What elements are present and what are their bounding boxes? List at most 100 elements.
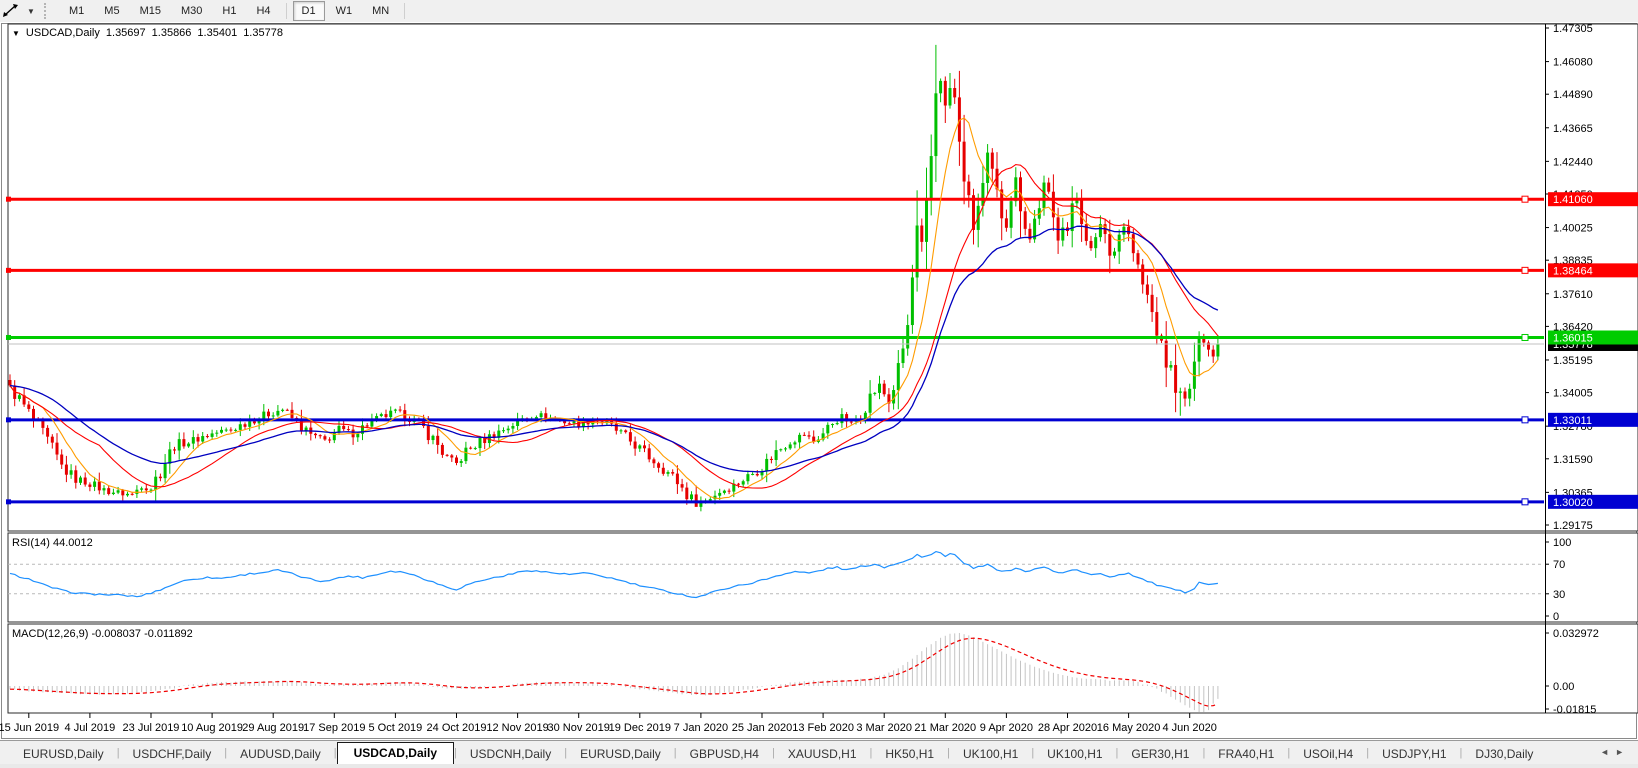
svg-text:30 Nov 2019: 30 Nov 2019 xyxy=(548,722,610,734)
timeframe-button-m1[interactable]: M1 xyxy=(69,5,85,17)
ma-fast-line xyxy=(9,117,1219,500)
tab-usdjpy-h1[interactable]: USDJPY,H1 xyxy=(1382,747,1447,761)
panes xyxy=(7,23,1638,714)
svg-text:1.41060: 1.41060 xyxy=(1553,194,1593,206)
svg-text:4 Jul 2019: 4 Jul 2019 xyxy=(65,722,116,734)
candles-layer xyxy=(8,44,1220,512)
tab-uk100-h1[interactable]: UK100,H1 xyxy=(1047,747,1103,761)
line-left-handle xyxy=(6,334,11,340)
svg-text:5 Oct 2019: 5 Oct 2019 xyxy=(368,722,422,734)
axis-badge xyxy=(1548,192,1638,207)
axis-badge xyxy=(1548,494,1638,509)
svg-text:0: 0 xyxy=(1553,611,1559,623)
tab-usoil-h4[interactable]: USOil,H4 xyxy=(1303,747,1354,761)
timeframe-button-h4[interactable]: H4 xyxy=(256,5,271,17)
tab-separator: | xyxy=(564,747,568,759)
svg-text:1.36420: 1.36420 xyxy=(1553,321,1593,333)
horizontal-lines[interactable] xyxy=(6,195,1544,506)
svg-text:28 Apr 2020: 28 Apr 2020 xyxy=(1038,722,1097,734)
timeframe-button-d1[interactable]: D1 xyxy=(292,1,325,21)
chart-tabs-bar: EURUSD,Daily | USDCHF,Daily | AUDUSD,Daily | U… xyxy=(0,740,1638,765)
axis-badge xyxy=(1548,330,1638,345)
tabs-scroll-left-icon[interactable]: ◄ xyxy=(1600,747,1616,757)
svg-text:1.29175: 1.29175 xyxy=(1553,520,1593,532)
svg-text:21 Mar 2020: 21 Mar 2020 xyxy=(914,722,976,734)
svg-text:0.032972: 0.032972 xyxy=(1553,628,1599,640)
svg-text:1.34005: 1.34005 xyxy=(1553,388,1593,400)
svg-text:70: 70 xyxy=(1553,559,1565,571)
macd-indicator-label: MACD(12,26,9) -0.008037 -0.011892 xyxy=(12,628,193,640)
tab-uk100-h1[interactable]: UK100,H1 xyxy=(962,747,1019,761)
tab-dj30-daily[interactable]: DJ30,Daily xyxy=(1475,747,1534,761)
toolbar: ▼ M1 M5 M15 M30 H1 H4 D1 W1 MN xyxy=(0,0,1638,23)
tab-separator: | xyxy=(771,747,775,759)
tab-eurusd-daily[interactable]: EURUSD,Daily xyxy=(580,747,661,761)
date-axis: 15 Jun 2019 4 Jul 2019 23 Jul 2019 10 Aug 2… xyxy=(0,713,1217,734)
svg-text:1.46080: 1.46080 xyxy=(1553,57,1593,69)
line-left-handle xyxy=(6,417,11,423)
chart-high-value: 1.35866 xyxy=(151,27,192,39)
svg-text:-0.01815: -0.01815 xyxy=(1553,704,1596,716)
svg-text:25 Jan 2020: 25 Jan 2020 xyxy=(732,722,793,734)
tab-hk50-h1[interactable]: HK50,H1 xyxy=(885,747,935,761)
chart-tabs: EURUSD,Daily | USDCHF,Daily | AUDUSD,Daily | U… xyxy=(0,741,1546,765)
chart-canvas[interactable]: 1.473051.460801.448901.436651.424401.412… xyxy=(0,22,1638,740)
chart-dropdown-icon[interactable]: ▼ xyxy=(12,28,20,38)
tabs-scroll-right-icon[interactable]: ► xyxy=(1615,747,1630,757)
chart-area: 1.473051.460801.448901.436651.424401.412… xyxy=(0,22,1638,740)
line-left-handle xyxy=(6,499,11,505)
tab-separator: | xyxy=(1366,747,1370,759)
tab-usdcnh-daily[interactable]: USDCNH,Daily xyxy=(469,747,552,761)
svg-text:1.31590: 1.31590 xyxy=(1553,454,1593,466)
pointer-tool-icon[interactable] xyxy=(0,2,22,20)
timeframe-button-mn[interactable]: MN xyxy=(372,5,390,17)
svg-text:16 May 2020: 16 May 2020 xyxy=(1097,722,1161,734)
chart-open-value: 1.35697 xyxy=(105,27,146,39)
tab-separator: | xyxy=(869,747,873,759)
line-right-handle xyxy=(1521,498,1529,506)
timeframe-button-m15[interactable]: M15 xyxy=(139,5,161,17)
tab-usdchf-daily[interactable]: USDCHF,Daily xyxy=(132,747,212,761)
tab-eurusd-daily[interactable]: EURUSD,Daily xyxy=(23,747,104,761)
svg-text:1.36015: 1.36015 xyxy=(1553,332,1593,344)
svg-text:7 Jan 2020: 7 Jan 2020 xyxy=(674,722,728,734)
tab-separator: | xyxy=(1202,747,1206,759)
tab-audusd-daily[interactable]: AUDUSD,Daily xyxy=(240,747,321,761)
ma-medium-line xyxy=(9,164,1219,489)
tab-ger30-h1[interactable]: GER30,H1 xyxy=(1131,747,1190,761)
svg-text:1.43665: 1.43665 xyxy=(1553,123,1593,135)
line-right-handle xyxy=(1521,416,1529,424)
tab-usdcad-daily[interactable]: USDCAD,Daily xyxy=(336,742,454,765)
timeframe-button-h1[interactable]: H1 xyxy=(222,5,237,17)
svg-text:1.37610: 1.37610 xyxy=(1553,289,1593,301)
timeframe-button-w1[interactable]: W1 xyxy=(335,5,353,17)
tab-separator: | xyxy=(673,747,677,759)
macd-pane: 0.032972 0.00 -0.01815 xyxy=(9,628,1599,716)
tool-dropdown-icon[interactable]: ▼ xyxy=(27,6,35,16)
svg-text:1.42440: 1.42440 xyxy=(1553,156,1593,168)
svg-text:1.30020: 1.30020 xyxy=(1553,497,1593,509)
ma-slow-line xyxy=(9,225,1219,473)
line-left-handle xyxy=(6,196,11,202)
chart-title-symbol: USDCAD,Daily xyxy=(25,27,100,39)
svg-text:1.47305: 1.47305 xyxy=(1553,23,1593,35)
line-left-handle xyxy=(6,267,11,273)
tab-separator: | xyxy=(947,747,950,759)
price-axis: 1.473051.460801.448901.436651.424401.412… xyxy=(1545,23,1638,532)
tabs-scroll: ◄► xyxy=(1600,747,1630,757)
rsi-line xyxy=(9,550,1218,599)
svg-text:29 Aug 2019: 29 Aug 2019 xyxy=(242,722,304,734)
tab-xauusd-h1[interactable]: XAUUSD,H1 xyxy=(787,747,857,761)
axis-badge xyxy=(1548,263,1638,278)
tab-gbpusd-h4[interactable]: GBPUSD,H4 xyxy=(689,747,759,761)
axis-badge xyxy=(1548,412,1638,427)
rsi-pane: 100 70 30 0 xyxy=(8,537,1571,623)
toolbar-separator xyxy=(404,3,406,19)
svg-text:19 Dec 2019: 19 Dec 2019 xyxy=(609,722,671,734)
tab-fra40-h1[interactable]: FRA40,H1 xyxy=(1218,747,1275,761)
timeframe-button-m5[interactable]: M5 xyxy=(104,5,120,17)
toolbar-separator xyxy=(285,3,287,19)
timeframe-button-m30[interactable]: M30 xyxy=(180,5,203,17)
toolbar-grip[interactable] xyxy=(44,3,51,19)
chart-low-value: 1.35401 xyxy=(197,27,238,39)
